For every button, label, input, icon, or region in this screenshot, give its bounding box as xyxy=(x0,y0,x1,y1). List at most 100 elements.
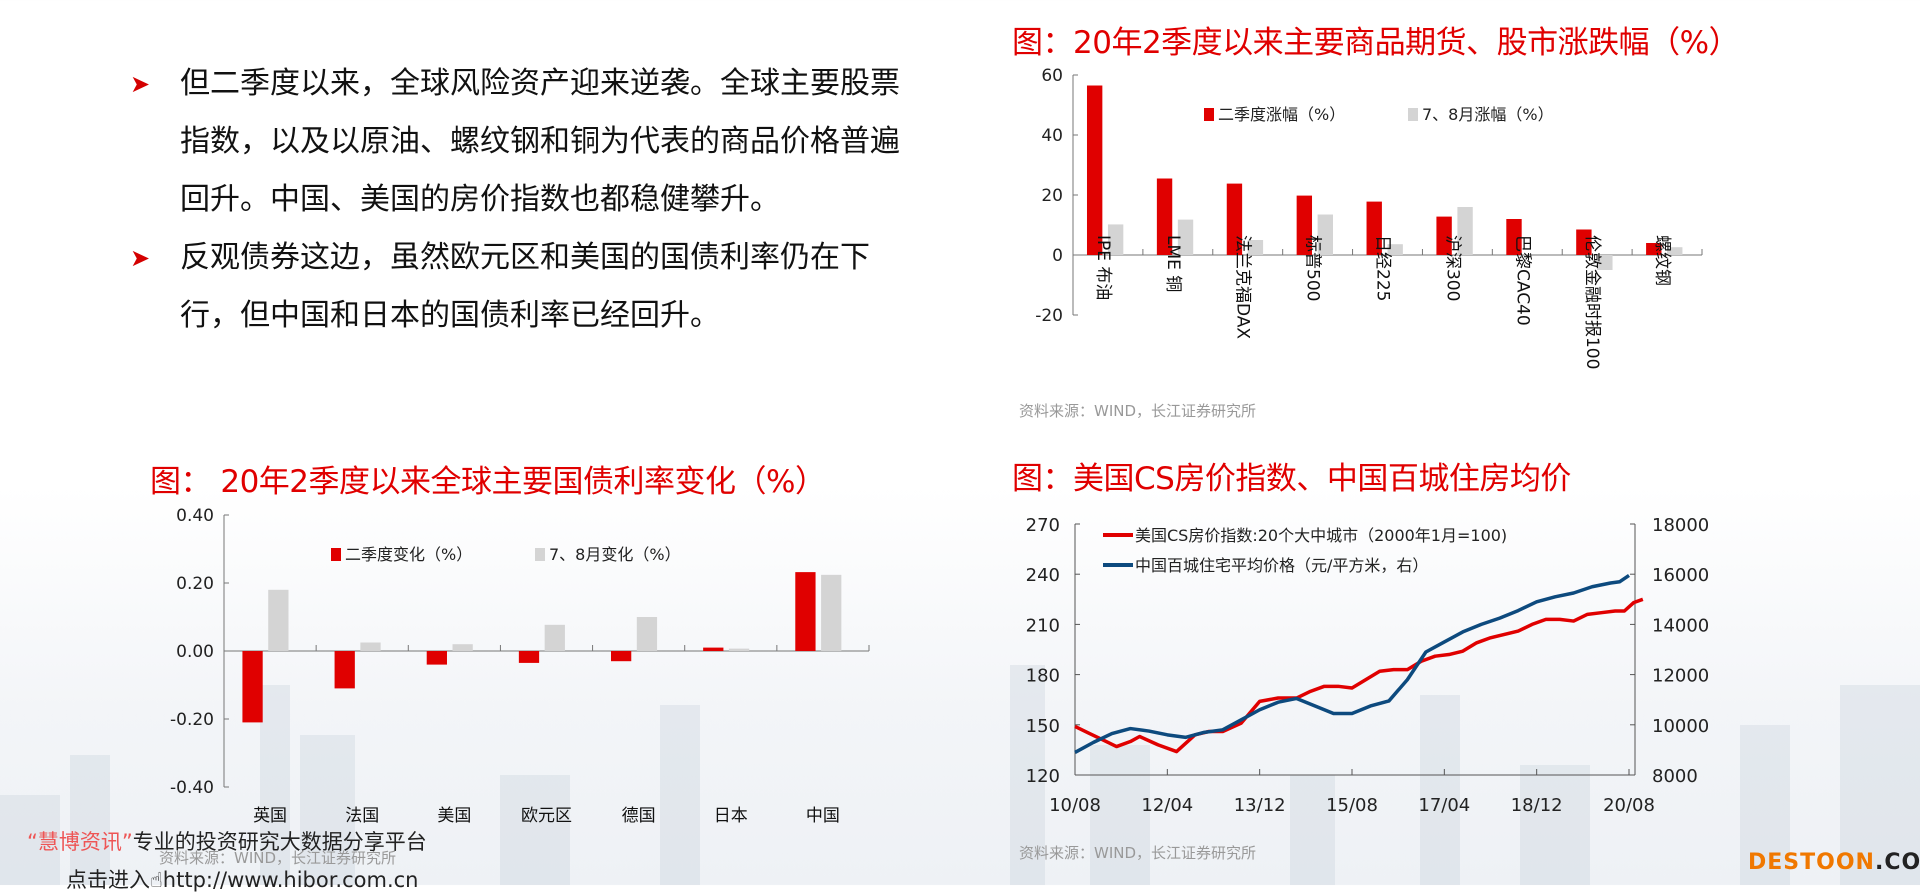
bar-q2 xyxy=(1156,178,1173,255)
legend-label: 中国百城住宅平均价格（元/平方米，右） xyxy=(1135,556,1428,575)
legend-swatch xyxy=(331,548,341,561)
arrow-right-icon: ➤ xyxy=(130,244,151,272)
x-tick-label: 13/12 xyxy=(1234,795,1286,816)
left-y-tick-label: 240 xyxy=(1026,565,1060,586)
bar-q2 xyxy=(1576,229,1592,255)
y-tick-label: 0.40 xyxy=(176,506,214,526)
x-category-label: 伦敦金融时报100 xyxy=(1582,235,1602,369)
right-y-tick-label: 18000 xyxy=(1652,515,1709,536)
x-category-label: 美国 xyxy=(437,806,471,826)
bar-jul-aug xyxy=(1387,244,1403,255)
bar-jul-aug xyxy=(1667,247,1683,255)
legend-label: 7、8月变化（%） xyxy=(549,545,681,564)
legend-label: 二季度涨幅（%） xyxy=(1218,105,1345,124)
x-category-label: 中国 xyxy=(806,806,840,826)
x-category-label: 日本 xyxy=(714,806,748,826)
line-series-china-price xyxy=(1074,574,1630,754)
bar-q2 xyxy=(1366,201,1382,255)
x-category-label: 欧元区 xyxy=(521,806,572,826)
bar-q2 xyxy=(426,651,447,665)
legend-swatch xyxy=(1408,108,1418,121)
commodity-chart-title: 图：20年2季度以来主要商品期货、股市涨跌幅（%） xyxy=(1012,25,1740,61)
source-note: 资料来源：WIND，长江证券研究所 xyxy=(1019,844,1257,862)
housing-price-line-chart: 270 18000 240 16000 210 14000 180 12000 150 10000… xyxy=(1026,515,1710,816)
x-tick-label: 10/08 xyxy=(1049,795,1101,816)
bar-q2 xyxy=(334,651,355,689)
bar-q2 xyxy=(703,647,724,651)
bar-q2 xyxy=(1086,85,1103,255)
watermark-slogan-text: 专业的投资研究大数据分享平台 xyxy=(132,830,427,854)
bar-jul-aug xyxy=(360,642,381,651)
legend-swatch xyxy=(1204,108,1214,121)
x-tick-label: 12/04 xyxy=(1141,795,1193,816)
y-tick-label: -20 xyxy=(1035,306,1063,326)
left-y-tick-label: 150 xyxy=(1026,716,1060,737)
bar-q2 xyxy=(1436,216,1452,255)
x-tick-label: 20/08 xyxy=(1603,795,1655,816)
x-category-label: IPE 布油 xyxy=(1093,235,1113,300)
right-y-tick-label: 10000 xyxy=(1652,716,1709,737)
x-category-label: 法兰克福DAX xyxy=(1233,235,1253,339)
bullet-item: ➤ 反观债券这边，虽然欧元区和美国的国债利率仍在下行，但中国和日本的国债利率已经… xyxy=(130,229,910,345)
bar-jul-aug xyxy=(452,644,473,651)
bar-jul-aug xyxy=(1597,255,1613,270)
bar-jul-aug xyxy=(1247,240,1264,255)
quote-open: “ xyxy=(27,830,38,854)
watermark-link[interactable]: 点击进入☝http://www.hibor.com.cn xyxy=(66,864,419,894)
watermark-enter: 点击进入 xyxy=(66,868,150,892)
x-category-label: 日经225 xyxy=(1373,235,1393,301)
bullet-item: ➤ 但二季度以来，全球风险资产迎来逆袭。全球主要股票指数，以及以原油、螺纹钢和铜… xyxy=(130,55,910,229)
bar-jul-aug xyxy=(1457,207,1473,255)
y-tick-label: 0.20 xyxy=(176,574,214,594)
watermark-slogan: “慧博资讯”专业的投资研究大数据分享平台 xyxy=(27,826,427,856)
bullet-text: 但二季度以来，全球风险资产迎来逆袭。全球主要股票指数，以及以原油、螺纹钢和铜为代… xyxy=(180,66,900,217)
bar-jul-aug xyxy=(1317,214,1333,255)
x-tick-label: 15/08 xyxy=(1326,795,1378,816)
x-category-label: 法国 xyxy=(345,806,379,826)
hand-pointer-icon: ☝ xyxy=(150,868,163,892)
bar-q2 xyxy=(1296,195,1313,255)
legend-label: 二季度变化（%） xyxy=(345,545,472,564)
y-tick-label: 40 xyxy=(1041,126,1063,146)
bar-q2 xyxy=(1646,243,1662,255)
legend-label: 美国CS房价指数:20个大中城市（2000年1月=100) xyxy=(1135,526,1507,545)
bar-jul-aug xyxy=(636,617,658,651)
right-y-tick-label: 12000 xyxy=(1652,666,1709,687)
x-category-label: 德国 xyxy=(622,806,656,826)
watermark-url[interactable]: http://www.hibor.com.cn xyxy=(162,868,419,892)
right-y-tick-label: 14000 xyxy=(1652,615,1709,636)
bar-jul-aug xyxy=(544,624,565,651)
legend-swatch xyxy=(535,548,545,561)
left-y-tick-label: 180 xyxy=(1026,666,1060,687)
bar-q2 xyxy=(242,651,263,723)
bar-jul-aug xyxy=(1107,224,1124,255)
bar-jul-aug xyxy=(1177,219,1194,255)
logo-suffix: .COM xyxy=(1874,850,1920,875)
x-category-label: 英国 xyxy=(253,806,287,826)
right-y-tick-label: 8000 xyxy=(1652,766,1698,787)
x-category-label: 巴黎CAC40 xyxy=(1512,235,1532,326)
city-skyline-background xyxy=(0,665,1920,885)
x-tick-label: 17/04 xyxy=(1418,795,1470,816)
bar-q2 xyxy=(1506,219,1522,255)
legend-label: 7、8月涨幅（%） xyxy=(1422,105,1554,124)
quote-close: ” xyxy=(121,830,133,854)
bar-jul-aug xyxy=(268,589,289,651)
bond-yield-bar-chart: 0.40 0.20 0.00 -0.20 -0.40 英国 法国 美国 欧元区 德国 日本 中国 二季度… xyxy=(170,506,870,826)
left-y-tick-label: 210 xyxy=(1026,615,1060,636)
left-y-tick-label: 120 xyxy=(1026,766,1060,787)
y-tick-label: -0.20 xyxy=(170,710,214,730)
y-tick-label: 0.00 xyxy=(176,642,214,662)
x-category-label: 沪深300 xyxy=(1442,235,1462,301)
source-note: 资料来源：WIND，长江证券研究所 xyxy=(1019,402,1257,420)
source-note: 资料来源：WIND，长江证券研究所 xyxy=(159,849,397,867)
bar-q2 xyxy=(518,651,540,663)
left-y-tick-label: 270 xyxy=(1026,515,1060,536)
bullet-text: 反观债券这边，虽然欧元区和美国的国债利率仍在下行，但中国和日本的国债利率已经回升… xyxy=(180,240,870,333)
housing-chart-title: 图：美国CS房价指数、中国百城住房均价 xyxy=(1012,461,1571,497)
x-category-label: 标普500 xyxy=(1303,235,1323,301)
logo-main: DESTOON xyxy=(1748,850,1875,875)
bar-q2 xyxy=(795,572,816,651)
bar-q2 xyxy=(611,651,632,662)
bar-q2 xyxy=(1226,183,1243,255)
